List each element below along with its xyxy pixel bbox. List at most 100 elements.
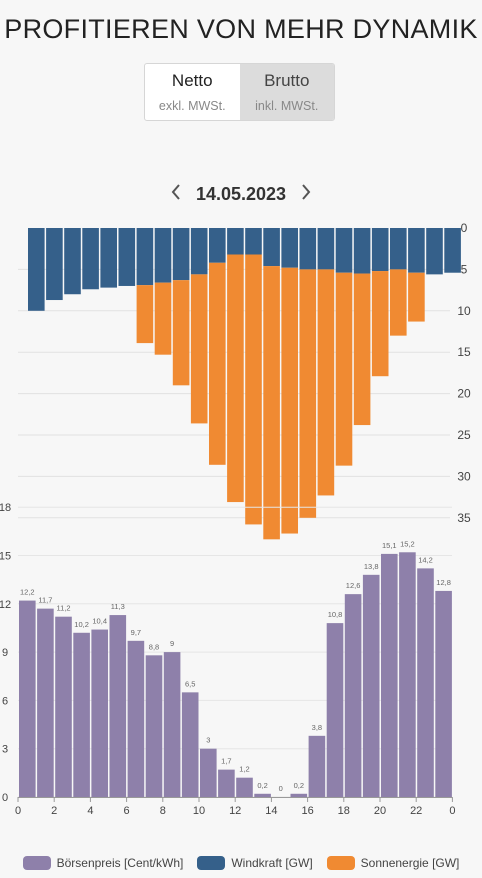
price-x-tick-label: 22 [410, 805, 422, 817]
price-y-tick-label: 9 [2, 647, 8, 659]
wind-bar [28, 228, 45, 311]
netto-brutto-toggle: Netto exkl. MWSt. Brutto inkl. MWSt. [144, 63, 335, 121]
wind-bar [100, 228, 117, 288]
brutto-option[interactable]: Brutto inkl. MWSt. [239, 64, 334, 120]
price-bar [381, 553, 398, 797]
price-data-label: 11,2 [56, 604, 70, 613]
wind-bar [317, 228, 335, 270]
price-data-label: 6,5 [185, 679, 195, 688]
page-title: PROFITIEREN VON MEHR DYNAMIK [4, 14, 478, 44]
price-data-label: 11,3 [111, 602, 125, 611]
solar-bar [190, 274, 208, 424]
price-bar [181, 692, 199, 797]
legend-label-wind: Windkraft [GW] [231, 856, 313, 870]
solar-bar [408, 272, 425, 322]
price-x-tick-label: 12 [229, 805, 241, 817]
price-data-label: 10,8 [328, 610, 343, 619]
price-data-label: 1,2 [239, 765, 249, 774]
brutto-sublabel: inkl. MWSt. [255, 99, 319, 113]
price-data-label: 0 [279, 784, 283, 793]
netto-label: Netto [171, 71, 213, 90]
price-bar [435, 590, 452, 797]
wind-bar [390, 228, 407, 270]
price-bar [91, 629, 108, 797]
wind-bar [281, 228, 298, 268]
wind-bar [299, 228, 317, 270]
price-bar [254, 793, 271, 797]
wind-bar [371, 228, 389, 272]
gen-y-tick-label: 0 [461, 221, 468, 235]
solar-bar [136, 285, 154, 344]
wind-bar [46, 228, 63, 301]
netto-sublabel: exkl. MWSt. [158, 99, 226, 113]
price-bar [73, 632, 90, 797]
price-data-label: 13,8 [364, 562, 379, 571]
price-bar [399, 552, 416, 797]
solar-bar [227, 254, 244, 503]
price-y-tick-label: 18 [0, 502, 11, 514]
gen-y-tick-label: 20 [457, 387, 471, 401]
legend-label-solar: Sonnenergie [GW] [360, 856, 460, 870]
solar-bar [371, 271, 389, 377]
legend-item-solar[interactable]: Sonnenergie [GW] [326, 856, 460, 870]
price-x-tick-label: 18 [338, 805, 350, 817]
chart-legend: Börsenpreis [Cent/kWh] Windkraft [GW] So… [0, 852, 482, 874]
price-bar [145, 655, 163, 797]
wind-bar [190, 228, 208, 275]
price-bar [326, 623, 344, 797]
price-bar [200, 748, 217, 797]
price-data-label: 1,7 [221, 757, 231, 766]
price-x-tick-label: 16 [301, 805, 313, 817]
solar-bar [263, 266, 280, 540]
wind-bar [245, 228, 262, 255]
legend-item-wind[interactable]: Windkraft [GW] [197, 856, 313, 870]
price-data-label: 10,2 [74, 620, 89, 629]
chevron-left-icon[interactable] [170, 183, 182, 205]
gen-y-tick-label: 10 [457, 304, 471, 318]
price-bar [362, 574, 380, 797]
price-y-tick-label: 6 [2, 695, 8, 707]
date-navigation: 14.05.2023 [0, 180, 482, 208]
gen-y-tick-label: 35 [457, 511, 471, 525]
price-x-tick-label: 20 [374, 805, 386, 817]
price-bar [109, 615, 127, 797]
price-data-label: 0,2 [257, 781, 267, 790]
price-data-label: 9 [170, 639, 174, 648]
wind-bar [64, 228, 81, 295]
price-bar [290, 793, 308, 797]
price-x-tick-label: 0 [15, 805, 21, 817]
date-label: 14.05.2023 [195, 183, 287, 204]
price-bar [417, 568, 434, 797]
wind-bar [353, 228, 371, 274]
price-x-tick-label: 0 [449, 805, 455, 817]
solar-bar [390, 269, 407, 336]
price-x-tick-label: 4 [87, 805, 93, 817]
price-bar [19, 600, 36, 797]
wind-bar [154, 228, 172, 283]
netto-option[interactable]: Netto exkl. MWSt. [145, 64, 240, 120]
legend-item-price[interactable]: Börsenpreis [Cent/kWh] [22, 856, 184, 870]
wind-bar [227, 228, 244, 255]
price-data-label: 14,2 [418, 555, 433, 564]
price-x-tick-label: 6 [124, 805, 130, 817]
price-bar [344, 594, 362, 797]
price-data-label: 0,2 [294, 781, 304, 790]
legend-swatch-wind [197, 856, 226, 870]
price-x-tick-label: 2 [51, 805, 57, 817]
price-data-label: 15,2 [400, 539, 415, 548]
solar-bar [209, 262, 226, 465]
legend-label-price: Börsenpreis [Cent/kWh] [56, 856, 184, 870]
wind-bar [82, 228, 99, 290]
wind-bar [209, 228, 226, 263]
price-y-tick-label: 0 [2, 792, 8, 804]
wind-bar [426, 228, 443, 275]
solar-bar [245, 254, 262, 525]
price-bar [218, 769, 235, 797]
price-x-tick-label: 8 [160, 805, 166, 817]
wind-bar [335, 228, 353, 273]
chevron-right-icon[interactable] [300, 183, 312, 205]
wind-bar [136, 228, 154, 286]
price-x-tick-label: 14 [265, 805, 277, 817]
solar-bar [335, 272, 353, 466]
